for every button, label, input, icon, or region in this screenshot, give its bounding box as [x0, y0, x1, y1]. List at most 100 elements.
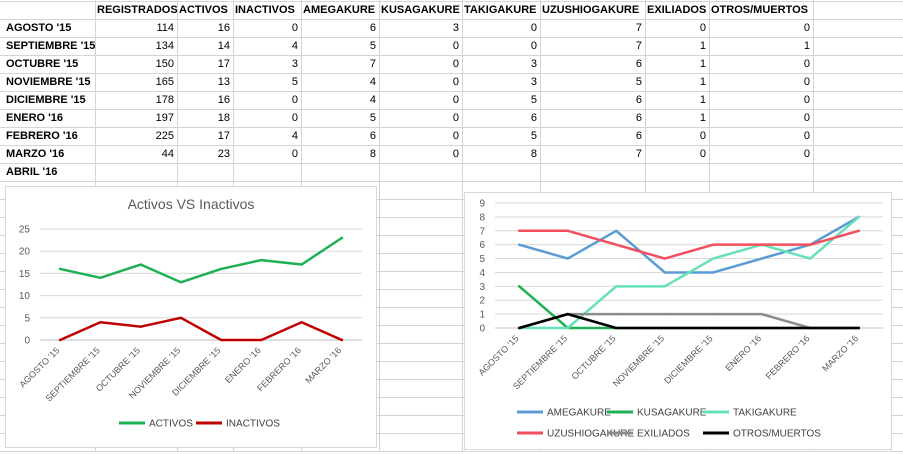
data-cell[interactable]: 225 [155, 130, 174, 142]
data-cell[interactable]: 6 [369, 130, 376, 142]
data-cell[interactable]: 17 [217, 58, 230, 70]
column-header[interactable]: ACTIVOS [179, 4, 228, 16]
row-label[interactable]: AGOSTO '15 [6, 22, 72, 34]
data-cell[interactable]: 5 [291, 76, 298, 88]
data-cell[interactable]: 0 [803, 148, 810, 160]
data-cell[interactable]: 0 [699, 130, 706, 142]
data-cell[interactable]: 1 [699, 112, 706, 124]
data-cell[interactable]: 6 [635, 130, 642, 142]
data-cell[interactable]: 0 [803, 94, 810, 106]
data-cell[interactable]: 7 [635, 148, 642, 160]
data-cell[interactable]: 0 [291, 148, 298, 160]
data-cell[interactable]: 17 [217, 130, 230, 142]
data-cell[interactable]: 0 [803, 22, 810, 34]
data-cell[interactable]: 3 [452, 22, 459, 34]
data-cell[interactable]: 0 [803, 58, 810, 70]
data-cell[interactable]: 0 [699, 148, 706, 160]
data-cell[interactable]: 18 [217, 112, 230, 124]
data-cell[interactable]: 7 [635, 40, 642, 52]
data-cell[interactable] [95, 163, 177, 181]
data-cell[interactable]: 0 [699, 22, 706, 34]
data-cell[interactable]: 4 [369, 94, 376, 106]
data-cell[interactable] [379, 163, 462, 181]
data-cell[interactable]: 165 [155, 76, 174, 88]
data-cell[interactable] [233, 163, 301, 181]
data-cell[interactable]: 0 [530, 40, 537, 52]
row-label[interactable]: MARZO '16 [6, 148, 65, 160]
data-cell[interactable]: 0 [803, 76, 810, 88]
data-cell[interactable]: 5 [530, 130, 537, 142]
data-cell[interactable]: 5 [369, 112, 376, 124]
data-cell[interactable] [301, 163, 379, 181]
data-cell[interactable]: 8 [530, 148, 537, 160]
data-cell[interactable]: 0 [530, 22, 537, 34]
column-header[interactable]: AMEGAKURE [303, 4, 376, 16]
data-cell[interactable] [709, 163, 813, 181]
data-cell[interactable]: 1 [699, 76, 706, 88]
data-cell[interactable]: 6 [530, 112, 537, 124]
data-cell[interactable]: 0 [452, 148, 459, 160]
data-cell[interactable]: 5 [369, 40, 376, 52]
data-cell[interactable]: 134 [155, 40, 174, 52]
row-label[interactable]: OCTUBRE '15 [6, 58, 79, 70]
data-cell[interactable]: 16 [217, 94, 230, 106]
row-label[interactable]: DICIEMBRE '15 [6, 94, 86, 106]
data-cell[interactable]: 14 [217, 40, 230, 52]
data-cell[interactable]: 3 [530, 76, 537, 88]
activos-vs-inactivos-chart[interactable]: Activos VS Inactivos 0 5 10 15 20 25 AGOSTO '1… [5, 186, 377, 448]
data-cell[interactable]: 114 [156, 22, 174, 34]
data-cell[interactable]: 16 [217, 22, 230, 34]
data-cell[interactable]: 0 [291, 94, 298, 106]
row-label[interactable]: FEBRERO '16 [6, 130, 78, 142]
data-cell[interactable]: 7 [635, 22, 642, 34]
row-label[interactable]: NOVIEMBRE '15 [6, 76, 91, 88]
data-cell[interactable] [645, 163, 709, 181]
data-cell[interactable]: 0 [452, 94, 459, 106]
data-cell[interactable]: 0 [291, 112, 298, 124]
column-header[interactable]: KUSAGAKURE [381, 4, 460, 16]
data-cell[interactable]: 4 [291, 40, 298, 52]
data-cell[interactable]: 6 [635, 58, 642, 70]
data-cell[interactable]: 150 [155, 58, 174, 70]
data-cell[interactable]: 5 [635, 76, 642, 88]
data-cell[interactable]: 1 [803, 40, 810, 52]
data-cell[interactable]: 1 [699, 40, 706, 52]
data-cell[interactable]: 4 [291, 130, 298, 142]
data-cell[interactable]: 7 [369, 58, 376, 70]
data-cell[interactable]: 0 [452, 130, 459, 142]
data-cell[interactable]: 6 [635, 94, 642, 106]
column-header[interactable]: INACTIVOS [235, 4, 295, 16]
data-cell[interactable]: 3 [530, 58, 537, 70]
data-cell[interactable]: 0 [803, 130, 810, 142]
data-cell[interactable]: 1 [699, 94, 706, 106]
column-header[interactable]: REGISTRADOS [97, 4, 177, 16]
data-cell[interactable]: 0 [291, 22, 298, 34]
data-cell[interactable]: 3 [291, 58, 298, 70]
column-header[interactable]: EXILIADOS [647, 4, 707, 16]
data-cell[interactable]: 4 [369, 76, 376, 88]
data-cell[interactable] [177, 163, 233, 181]
data-cell[interactable]: 0 [452, 112, 459, 124]
data-cell[interactable]: 1 [699, 58, 706, 70]
data-cell[interactable]: 178 [155, 94, 174, 106]
column-header[interactable]: UZUSHIOGAKURE [542, 4, 640, 16]
column-header[interactable]: OTROS/MUERTOS [711, 4, 808, 16]
data-cell[interactable]: 44 [161, 148, 174, 160]
data-cell[interactable]: 8 [369, 148, 376, 160]
column-header[interactable]: TAKIGAKURE [464, 4, 537, 16]
data-cell[interactable]: 6 [635, 112, 642, 124]
data-cell[interactable]: 6 [369, 22, 376, 34]
row-label[interactable]: ENERO '16 [6, 112, 64, 124]
data-cell[interactable] [540, 163, 645, 181]
data-cell[interactable]: 23 [217, 148, 230, 160]
data-cell[interactable]: 197 [155, 112, 174, 124]
villages-chart[interactable]: 0 1 2 3 4 5 6 7 8 9 AGOSTO '15 SEPTIEMBRE '15 OCTUBR… [464, 192, 892, 450]
data-cell[interactable]: 0 [452, 40, 459, 52]
data-cell[interactable]: 5 [530, 94, 537, 106]
data-cell[interactable] [462, 163, 540, 181]
data-cell[interactable]: 13 [217, 76, 230, 88]
row-label[interactable]: ABRIL '16 [6, 166, 58, 178]
row-label[interactable]: SEPTIEMBRE '15 [6, 40, 95, 52]
data-cell[interactable]: 0 [803, 112, 810, 124]
data-cell[interactable]: 0 [452, 76, 459, 88]
